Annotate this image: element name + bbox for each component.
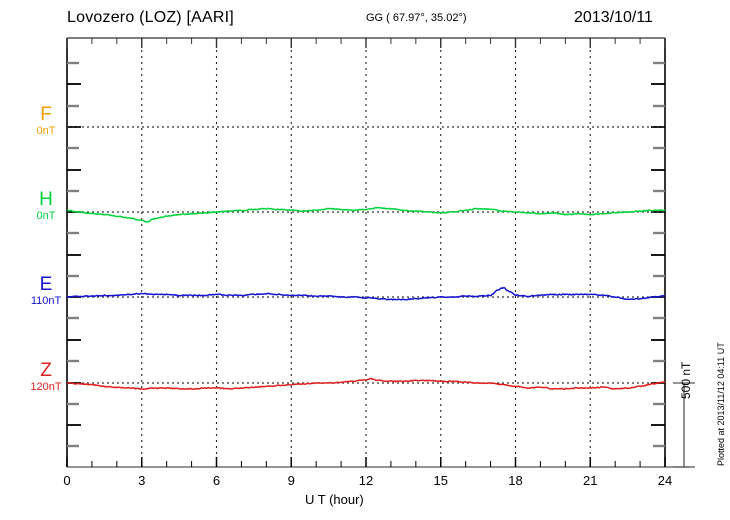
x-tick-label: 15	[433, 473, 448, 488]
component-value-H: 0nT	[36, 210, 56, 222]
component-label-H: H 0nT	[24, 190, 68, 223]
component-value-Z: 120nT	[30, 381, 62, 393]
component-label-F: F 0nT	[24, 105, 68, 138]
x-axis-title: U T (hour)	[305, 492, 364, 507]
trace-E	[66, 286, 666, 301]
y-axis-ticks-right	[651, 61, 665, 448]
component-symbol-Z: Z	[40, 360, 52, 381]
x-tick-label: 0	[63, 473, 71, 488]
trace-Z	[66, 377, 666, 391]
plot-frame	[66, 37, 689, 468]
component-label-Z: Z 120nT	[24, 361, 68, 394]
plotted-at-timestamp: Plotted at 2013/11/12 04:11 UT	[716, 342, 726, 466]
scale-bar-label: 500 nT	[679, 361, 693, 399]
component-symbol-F: F	[40, 104, 52, 125]
station-coordinates: GG ( 67.97°, 35.02°)	[366, 12, 467, 24]
scale-bar	[673, 382, 695, 468]
x-tick-label: 24	[657, 473, 673, 488]
component-value-F: 0nT	[36, 125, 56, 137]
component-symbol-H: H	[39, 189, 53, 210]
y-axis-ticks	[67, 61, 81, 448]
x-tick-label: 6	[212, 473, 221, 488]
x-tick-label: 12	[358, 473, 374, 488]
component-value-E: 110nT	[30, 295, 62, 307]
trace-H	[66, 206, 666, 223]
x-tick-label: 3	[138, 473, 146, 488]
data-traces	[66, 206, 666, 391]
component-symbol-E: E	[39, 274, 53, 295]
vertical-gridlines	[141, 38, 591, 467]
x-axis-ticks	[66, 38, 666, 467]
x-tick-label: 21	[583, 473, 598, 488]
x-tick-label: 18	[508, 473, 523, 488]
page-title: Lovozero (LOZ) [AARI]	[67, 9, 234, 26]
observation-date: 2013/10/11	[574, 9, 653, 26]
component-label-E: E 110nT	[24, 275, 68, 308]
x-tick-label: 9	[287, 473, 295, 488]
